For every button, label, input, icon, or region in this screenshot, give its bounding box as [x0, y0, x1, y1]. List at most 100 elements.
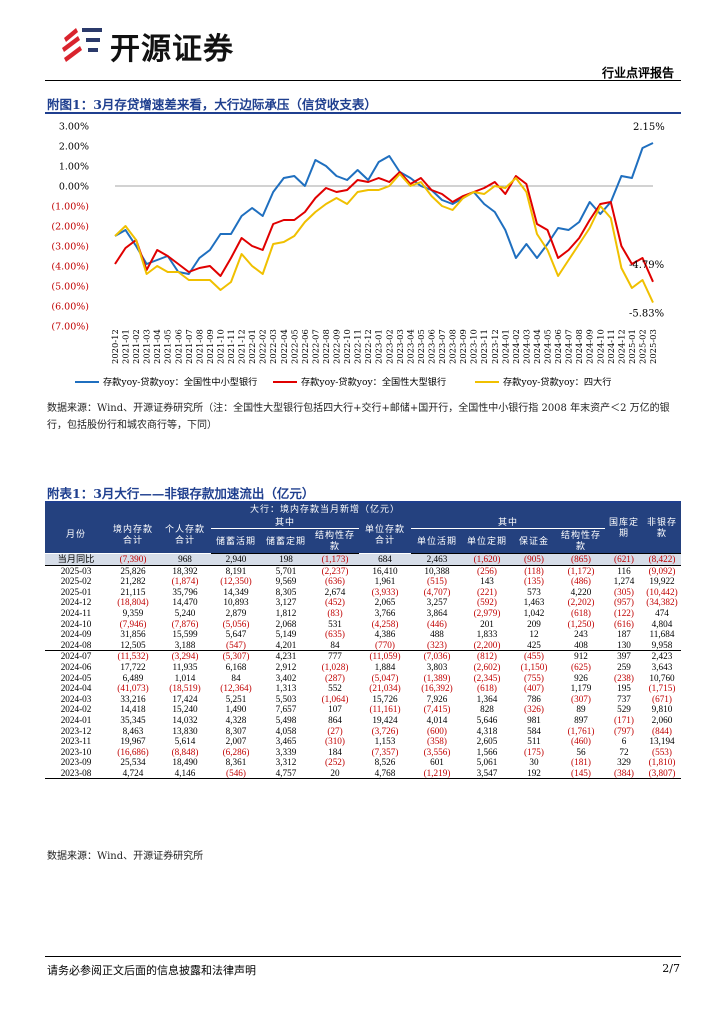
x-tick-label: 2021-11	[226, 329, 236, 364]
x-tick-label: 2023-02	[384, 329, 394, 364]
table-cell: (616)	[614, 618, 634, 629]
table-cell: 10,893	[223, 597, 249, 608]
y-tick-label: (1.00%)	[51, 202, 89, 213]
table-cell: (27)	[327, 725, 343, 736]
table-cell: (515)	[427, 576, 447, 587]
table-row: 2024-08 12,505 3,188 (547) 4,201 84 (770) (323)…	[45, 640, 681, 651]
table-cell: 897	[574, 714, 588, 725]
table-row: 2025-02 21,282 (1,874) (12,350) 9,569 (636) 1,…	[45, 576, 681, 587]
table-cell: (326)	[524, 704, 544, 715]
row-label: 2024-07	[45, 650, 107, 662]
y-tick-label: (2.00%)	[51, 222, 89, 233]
table-cell: 488	[430, 629, 444, 640]
table-row: 2024-10 (7,946) (7,876) (5,056) 2,068 531 (4,2…	[45, 619, 681, 630]
table-cell: (1,761)	[567, 725, 595, 736]
table-cell: 6	[621, 736, 627, 747]
x-tick-label: 2023-05	[416, 329, 426, 364]
table-cell: 6,168	[225, 661, 247, 672]
table-cell: (358)	[427, 736, 447, 747]
table-cell: 9,359	[122, 607, 144, 618]
table-cell: 4,318	[476, 725, 498, 736]
table-cell: (600)	[427, 725, 447, 736]
x-tick-label: 2022-10	[342, 329, 352, 364]
table-cell: (8,848)	[171, 746, 199, 757]
table-cell: 8,526	[374, 757, 396, 768]
x-tick-label: 2024-02	[511, 329, 521, 364]
table-cell: 408	[574, 639, 588, 650]
table-row: 2025-01 21,115 35,796 14,349 8,305 2,674 (3,93…	[45, 587, 681, 598]
x-tick-label: 2022-12	[363, 329, 373, 364]
table-cell: 926	[574, 672, 588, 683]
table-cell: (7,390)	[107, 553, 159, 566]
table-cell: 4,146	[159, 767, 211, 780]
table-cell: 7,657	[275, 704, 297, 715]
table-cell: (1,219)	[411, 767, 463, 780]
table-cell: (4,707)	[423, 586, 451, 597]
table-cell: 1,014	[174, 672, 196, 683]
table-cell: (83)	[327, 607, 343, 618]
table-cell: 130	[617, 639, 631, 650]
table-cell: (1,250)	[567, 618, 595, 629]
table-cell: (7,036)	[411, 650, 463, 662]
table-cell: 19,967	[120, 736, 146, 747]
table-cell: (2,202)	[567, 597, 595, 608]
table-cell: (252)	[325, 757, 345, 768]
x-tick-label: 2023-08	[448, 329, 458, 364]
table-cell: (238)	[614, 672, 634, 683]
table-cell: (2,602)	[473, 661, 501, 672]
x-tick-label: 2024-11	[606, 329, 616, 364]
table-cell: (287)	[325, 672, 345, 683]
table-cell: 25,826	[120, 565, 146, 576]
table-cell: 9,810	[651, 704, 673, 715]
x-tick-label: 2021-08	[194, 329, 204, 364]
table-cell: (905)	[511, 553, 557, 566]
table-cell: 8,307	[225, 725, 247, 736]
table-cell: (307)	[571, 693, 591, 704]
x-tick-label: 2025-02	[637, 329, 647, 364]
row-label: 2024-09	[60, 629, 92, 640]
table-row: 2023-11 19,967 5,614 2,007 3,465 (310) 1,153 (3…	[45, 736, 681, 747]
table-cell: (256)	[477, 565, 497, 576]
table-cell: 9,569	[275, 576, 297, 587]
row-label: 2023-08	[45, 767, 107, 780]
footer-divider	[45, 956, 681, 957]
table-cell: 981	[527, 714, 541, 725]
table-cell: 584	[527, 725, 541, 736]
table-cell: (5,047)	[371, 672, 399, 683]
table-cell: (3,933)	[371, 586, 399, 597]
table-cell: (618)	[571, 607, 591, 618]
table-cell: 13,194	[649, 736, 675, 747]
table-cell: 33,216	[120, 693, 146, 704]
table-cell: 1,274	[613, 576, 635, 587]
table-row: 2024-09 31,856 15,599 5,647 5,149 (635) 4,386 4…	[45, 629, 681, 640]
table-cell: (625)	[571, 661, 591, 672]
header-divider	[45, 80, 681, 81]
x-tick-label: 2021-06	[173, 329, 183, 364]
x-tick-label: 2020-12	[110, 329, 120, 364]
x-tick-label: 2021-12	[237, 329, 247, 364]
table-row: 2024-02 14,418 15,240 1,490 7,657 107 (11,161)…	[45, 704, 681, 715]
table-cell: 2,674	[324, 586, 346, 597]
table-row: 2024-05 6,489 1,014 84 3,402 (287) (5,047) (1,3…	[45, 673, 681, 684]
table-cell: 5,647	[225, 629, 247, 640]
table-cell: 192	[511, 767, 557, 780]
x-tick-label: 2021-05	[163, 329, 173, 364]
table-cell: (18,519)	[169, 683, 201, 694]
table-cell: 5,503	[275, 693, 297, 704]
table-cell: 84	[231, 672, 241, 683]
table-cell: (452)	[325, 597, 345, 608]
table-cell: 1,042	[523, 607, 545, 618]
col-month: 月份	[45, 516, 107, 554]
row-label: 2024-12	[60, 597, 92, 608]
row-label: 2023-10	[60, 746, 92, 757]
table-cell: 15,599	[172, 629, 198, 640]
x-tick-label: 2024-03	[521, 329, 531, 364]
table-cell: (7,946)	[119, 618, 147, 629]
table-cell: 3,803	[426, 661, 448, 672]
table-cell: (455)	[511, 650, 557, 662]
x-tick-label: 2021-04	[152, 329, 162, 364]
table-cell: (865)	[557, 553, 605, 566]
table-cell: 777	[311, 650, 359, 662]
row-label: 2024-08	[60, 639, 92, 650]
x-tick-label: 2024-12	[616, 329, 626, 364]
